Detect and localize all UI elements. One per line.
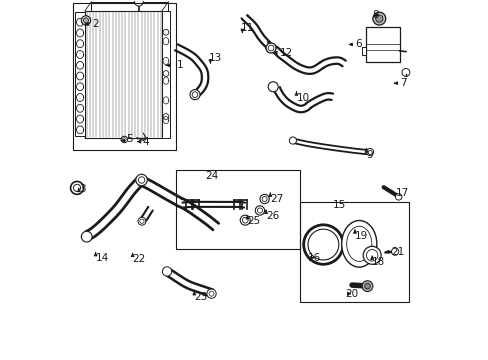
Circle shape [255, 206, 264, 215]
Circle shape [395, 194, 401, 200]
Bar [85, 11, 162, 138]
Text: 26: 26 [265, 211, 279, 221]
Circle shape [163, 114, 168, 120]
Circle shape [391, 248, 398, 255]
Circle shape [242, 217, 247, 223]
Text: 5: 5 [126, 135, 133, 144]
Circle shape [121, 136, 127, 143]
Text: 8: 8 [371, 10, 378, 20]
Circle shape [70, 181, 83, 194]
Ellipse shape [346, 226, 371, 261]
Circle shape [163, 30, 168, 35]
Circle shape [138, 217, 145, 225]
Circle shape [366, 249, 377, 261]
Text: 17: 17 [395, 188, 408, 198]
Circle shape [138, 177, 144, 183]
Circle shape [206, 289, 216, 298]
Circle shape [190, 90, 200, 100]
Circle shape [73, 184, 81, 192]
Circle shape [122, 138, 126, 141]
Text: 7: 7 [400, 78, 407, 88]
Circle shape [267, 82, 278, 92]
Text: 15: 15 [332, 200, 345, 210]
Circle shape [372, 12, 385, 25]
Bar [175, 170, 300, 249]
Text: 2: 2 [92, 19, 99, 29]
Circle shape [363, 246, 380, 264]
Text: 9: 9 [366, 150, 372, 160]
Text: 18: 18 [371, 257, 385, 267]
Circle shape [375, 15, 382, 22]
Circle shape [140, 219, 144, 224]
Circle shape [257, 208, 262, 213]
Text: 3: 3 [79, 184, 85, 194]
Circle shape [81, 231, 92, 242]
Text: 6: 6 [355, 40, 362, 49]
Text: 27: 27 [270, 194, 283, 204]
Circle shape [260, 194, 269, 204]
Text: 10: 10 [296, 93, 309, 103]
Circle shape [265, 43, 276, 53]
Circle shape [192, 92, 198, 98]
Text: 1: 1 [176, 60, 183, 70]
Circle shape [262, 197, 266, 202]
Circle shape [307, 229, 338, 260]
Circle shape [83, 18, 88, 23]
Circle shape [303, 225, 343, 264]
Circle shape [134, 0, 143, 6]
Circle shape [366, 148, 373, 156]
Ellipse shape [341, 221, 376, 267]
Text: 24: 24 [204, 171, 218, 181]
Text: 20: 20 [344, 289, 357, 299]
Circle shape [81, 16, 90, 25]
Text: 25: 25 [247, 216, 260, 226]
Bar [362, 47, 366, 55]
Circle shape [364, 283, 369, 289]
Text: 19: 19 [354, 231, 367, 240]
Circle shape [136, 174, 147, 186]
Text: 16: 16 [307, 253, 320, 263]
Circle shape [289, 137, 296, 144]
Circle shape [162, 267, 171, 276]
Text: 23: 23 [194, 292, 207, 302]
Circle shape [163, 71, 168, 76]
Circle shape [240, 215, 250, 225]
Bar [365, 27, 399, 62]
Bar [75, 12, 85, 136]
Text: 12: 12 [279, 48, 292, 58]
Bar [162, 11, 169, 138]
Text: 11: 11 [241, 23, 254, 33]
Text: 14: 14 [96, 253, 109, 263]
Text: 4: 4 [142, 137, 149, 147]
Text: 21: 21 [391, 247, 404, 257]
Text: 13: 13 [208, 53, 222, 63]
Circle shape [362, 281, 372, 292]
Text: 22: 22 [132, 254, 145, 264]
Circle shape [401, 68, 409, 76]
Circle shape [267, 45, 273, 51]
Bar [300, 202, 408, 302]
Circle shape [208, 291, 214, 296]
Bar [73, 3, 175, 150]
